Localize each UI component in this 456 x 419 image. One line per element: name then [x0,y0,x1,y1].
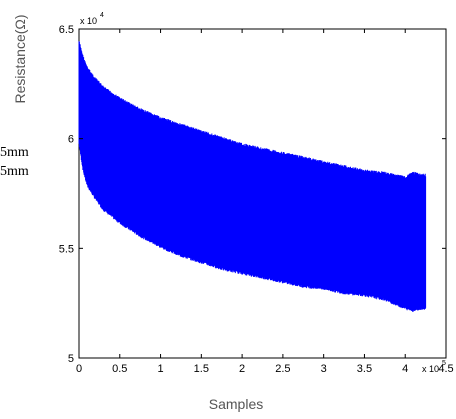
x-tick-label: 1 [157,363,163,375]
x-tick-label: 0 [76,363,82,375]
plot-area: 0 0.5 1 1.5 2 2.5 3 3.5 4 4.5 5 5.5 6 6.5 [59,24,454,375]
y-multiplier-exponent: 4 [100,12,104,19]
side-text-2: 5mm [0,164,29,179]
series-band-0 [78,41,427,312]
x-tick-label: 0.5 [112,363,127,375]
x-tick-label: 3 [321,363,327,375]
x-tick-label: 1.5 [194,363,209,375]
x-multiplier-exponent: 5 [442,360,446,367]
y-multiplier-label: x 10 [80,16,97,26]
x-multiplier-label: x 10 [422,364,439,374]
x-tick-label: 4 [402,363,408,375]
x-tick-label: 2.5 [275,363,290,375]
side-text-1: 5mm [0,145,29,160]
x-tick-label: 4.5 [438,363,453,375]
y-tick-label: 5.5 [59,243,74,255]
y-tick-label: 5 [68,353,74,365]
y-tick-label: 6.5 [59,24,74,36]
x-tick-label: 2 [239,363,245,375]
y-tick-label: 6 [68,134,74,146]
x-axis-label: Samples [209,396,263,412]
x-tick-label: 3.5 [357,363,372,375]
y-axis-label: Resistance(Ω) [12,14,28,103]
